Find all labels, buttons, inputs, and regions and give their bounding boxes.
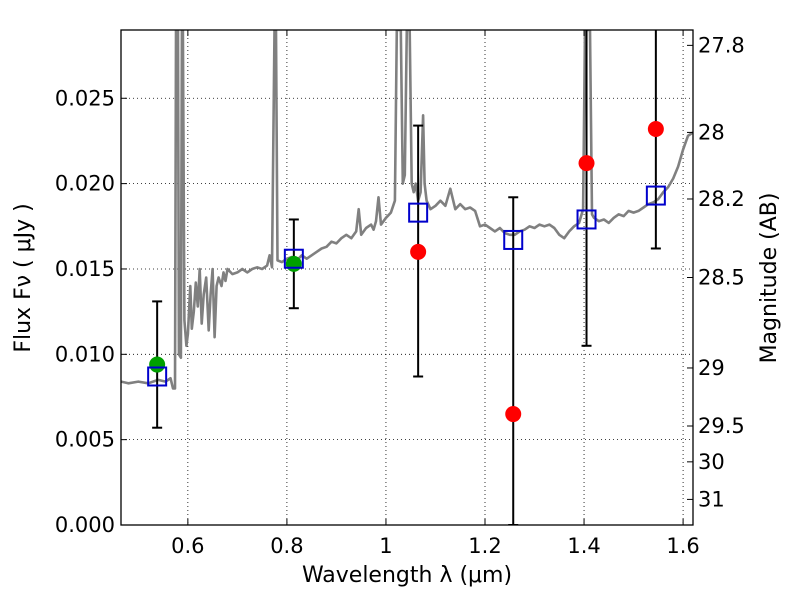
spectrum-line	[121, 30, 693, 390]
plot-area	[121, 30, 693, 525]
observed-flux-marker	[647, 121, 664, 137]
y-tick-label: 0.005	[55, 428, 115, 452]
right-y-axis-label: Magnitude (AB)	[757, 193, 782, 364]
model-band-marker	[576, 209, 597, 230]
y-tick-label: 0.020	[55, 172, 115, 196]
x-tick-label: 1	[379, 534, 392, 558]
model-band-marker	[503, 229, 524, 250]
y-axis-label: Flux Fν ( μJy )	[11, 203, 36, 352]
y-tick-label: 0.015	[55, 257, 115, 281]
observed-flux-marker	[285, 255, 302, 272]
right-y-tick-label: 29	[698, 356, 725, 380]
right-y-tick-label: 27.8	[698, 33, 745, 57]
axes: 0.6 0.8 1 1.2 1.4 1.6 0.000 0.005 0.010 0.015 0.02…	[55, 30, 745, 558]
model-band-marker	[147, 366, 168, 387]
right-y-tick-label: 28.5	[698, 266, 745, 290]
right-y-tick-label: 29.5	[698, 414, 745, 438]
x-tick-label: 1.4	[567, 534, 600, 558]
model-band-marker	[283, 248, 304, 269]
observed-flux-marker	[410, 243, 427, 260]
x-tick-label: 1.6	[666, 534, 699, 558]
observed-flux-marker	[149, 356, 166, 373]
x-tick-label: 0.8	[270, 534, 303, 558]
model-band-marker	[645, 185, 666, 206]
right-y-tick-label: 28.2	[698, 187, 745, 211]
x-tick-label: 1.2	[468, 534, 501, 558]
y-tick-label: 0.000	[55, 513, 115, 537]
observed-flux-marker	[505, 406, 522, 423]
right-y-tick-label: 31	[698, 487, 725, 511]
y-tick-label: 0.010	[55, 342, 115, 366]
y-tick-label: 0.025	[55, 86, 115, 110]
observed-flux-marker	[578, 155, 595, 172]
x-tick-label: 0.6	[171, 534, 204, 558]
model-band-marker	[408, 202, 429, 223]
right-y-tick-label: 28	[698, 120, 725, 144]
x-axis-label: Wavelength λ (μm)	[302, 563, 512, 588]
right-y-tick-label: 30	[698, 450, 725, 474]
